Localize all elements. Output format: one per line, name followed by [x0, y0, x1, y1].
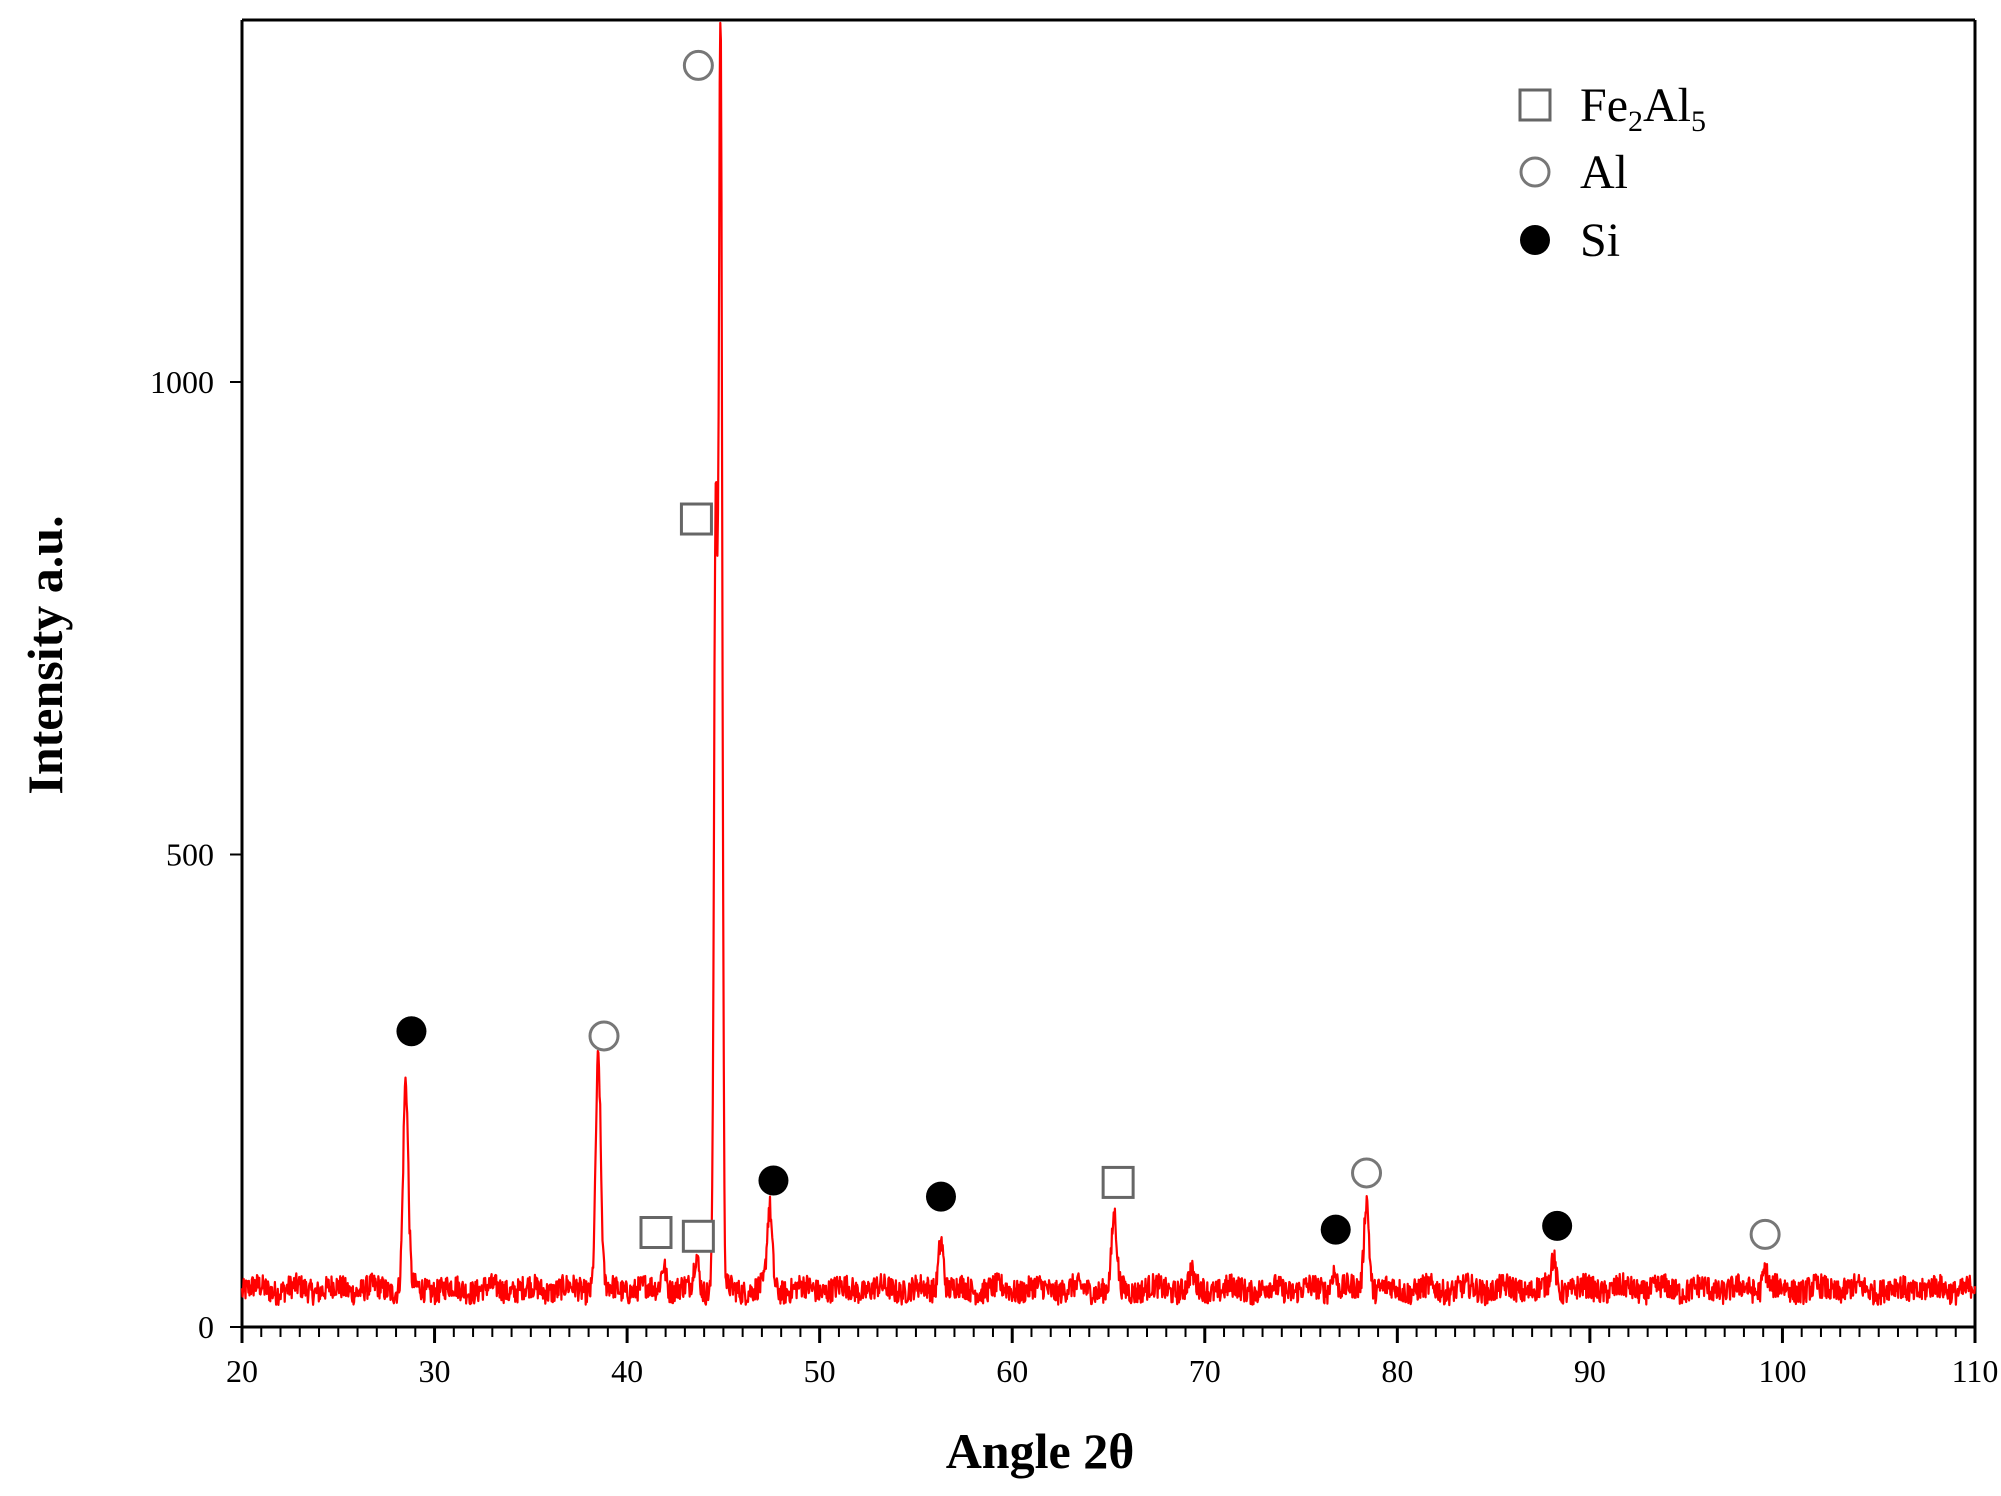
x-tick-label: 40 [611, 1353, 643, 1389]
phase-marker-al [588, 1020, 620, 1052]
x-tick-label: 60 [996, 1353, 1028, 1389]
xrd-pattern-line [240, 21, 1977, 1307]
phase-marker-fe2al5 [639, 1216, 673, 1249]
x-tick-label: 90 [1574, 1353, 1606, 1389]
phase-marker-layer [396, 49, 1781, 1253]
legend-label-1: Al [1580, 146, 1628, 199]
phase-marker-si [396, 1016, 427, 1047]
x-tick-label: 70 [1189, 1353, 1221, 1389]
legend-marker-0 [1518, 88, 1552, 122]
legend-label-2: Si [1580, 214, 1620, 267]
legend-marker-2 [1520, 225, 1550, 255]
phase-marker-fe2al5 [1101, 1165, 1135, 1199]
phase-marker-si [758, 1165, 789, 1196]
x-tick-label: 110 [1952, 1353, 1999, 1389]
y-tick-label: 1000 [150, 364, 214, 400]
x-tick-label: 80 [1381, 1353, 1413, 1389]
legend-marker-1 [1519, 156, 1551, 188]
phase-marker-al [1351, 1157, 1383, 1189]
y-tick-label: 0 [198, 1309, 214, 1345]
x-axis-title: Angle 2θ [946, 1423, 1135, 1479]
phase-marker-al [682, 49, 714, 81]
phase-marker-al [1749, 1218, 1781, 1250]
y-axis-title: Intensity a.u. [17, 515, 73, 794]
legend: Fe2Al5 Al Si [1518, 79, 1706, 267]
phase-marker-fe2al5 [679, 502, 713, 536]
phase-marker-fe2al5 [681, 1219, 715, 1253]
x-tick-label: 30 [419, 1353, 451, 1389]
axes-layer: 20 30 40 50 60 70 80 90 100 110 0 500 1000 [150, 18, 1999, 1389]
y-tick-label: 500 [166, 837, 214, 873]
phase-marker-si [1320, 1214, 1351, 1245]
phase-marker-si [1542, 1210, 1573, 1241]
series-layer [240, 21, 1977, 1307]
phase-marker-si [925, 1181, 956, 1212]
x-tick-label: 50 [804, 1353, 836, 1389]
x-tick-label: 100 [1758, 1353, 1806, 1389]
x-tick-label: 20 [226, 1353, 258, 1389]
legend-label-0: Fe2Al5 [1580, 79, 1706, 138]
